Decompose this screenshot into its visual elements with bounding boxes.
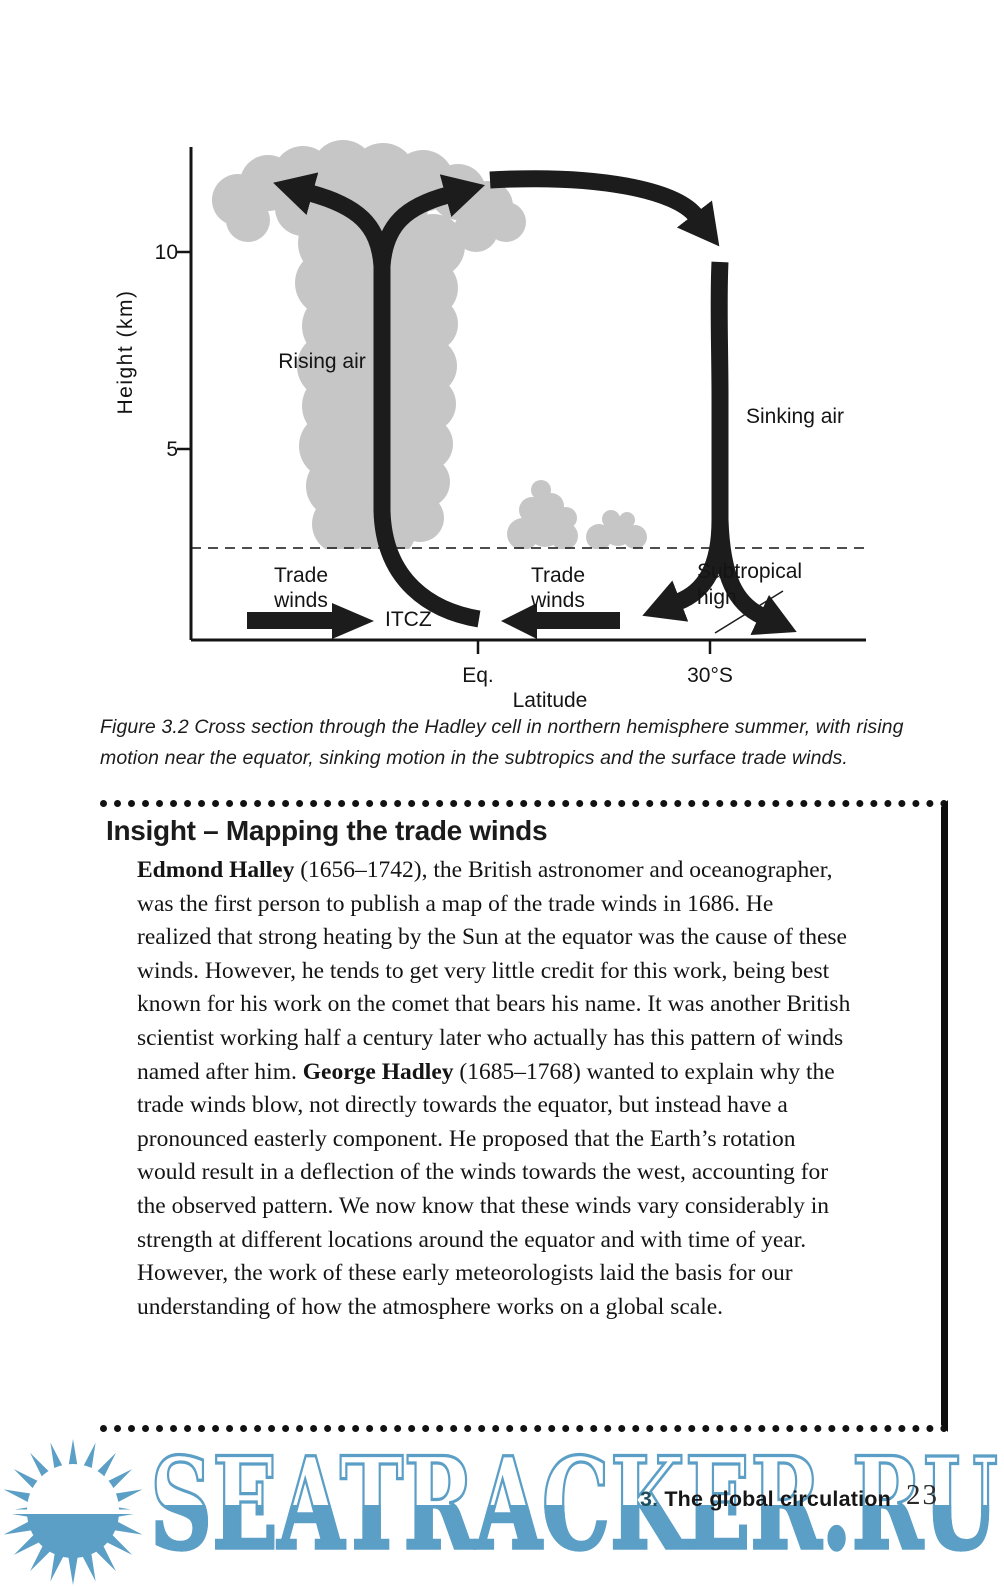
- subtropical-high-label-2: high: [697, 586, 737, 609]
- chapter-title: The global circulation: [664, 1487, 891, 1511]
- rising-air-label: Rising air: [278, 350, 366, 373]
- trade-winds-left-label-1: Trade: [274, 564, 328, 587]
- trade-winds-right-label-2: winds: [530, 589, 585, 612]
- figure-axes: [177, 147, 866, 654]
- xtick-equator: Eq.: [462, 664, 494, 687]
- poleward-upper-arrow: [489, 170, 720, 247]
- trade-winds-right-label-1: Trade: [531, 564, 585, 587]
- y-axis-label: Height (km): [114, 289, 137, 414]
- rising-air-arrow: [373, 250, 481, 628]
- trade-winds-left-label-2: winds: [273, 589, 328, 612]
- x-axis-label: Latitude: [513, 689, 588, 712]
- sinking-air-arrow: [710, 261, 729, 530]
- svg-text:SEATRACKER.RU: SEATRACKER.RU: [150, 1430, 998, 1578]
- page-footer: 3. The global circulation 23: [0, 1479, 1004, 1527]
- figure-caption: Figure 3.2 Cross section through the Had…: [100, 716, 904, 769]
- seatracker-watermark: SEATRACKER.RU SEATRACKER.RU: [0, 1428, 1000, 1585]
- sun-logo-icon: [0, 1439, 146, 1585]
- upper-right-outflow-arrow: [373, 174, 485, 267]
- running-footer: 3. The global circulation: [640, 1487, 891, 1512]
- itcz-label: ITCZ: [385, 608, 432, 631]
- ytick-5: 5: [166, 438, 178, 461]
- chapter-number: 3.: [640, 1487, 659, 1511]
- trade-winds-right-arrow: [501, 603, 620, 639]
- sinking-air-label: Sinking air: [746, 405, 844, 428]
- svg-text:SEATRACKER.RU: SEATRACKER.RU: [150, 1430, 998, 1578]
- page-number: 23: [906, 1479, 939, 1511]
- hadley-cell-figure: 10 5 Height (km) Eq. 30°S Latitude Risin…: [114, 140, 868, 712]
- insight-title: Insight – Mapping the trade winds: [106, 815, 548, 846]
- ytick-10: 10: [155, 241, 178, 264]
- insight-body-text: Edmond Halley (1656–1742), the British a…: [137, 857, 851, 1320]
- insight-box: Insight – Mapping the trade winds Edmond…: [100, 800, 948, 1432]
- watermark-text: SEATRACKER.RU SEATRACKER.RU: [148, 1428, 999, 1579]
- xtick-30s: 30°S: [687, 664, 733, 687]
- trade-winds-left-arrow: [247, 603, 374, 639]
- circulation-arrows: [247, 170, 797, 639]
- surface-poleward-right-arrow: [711, 519, 797, 635]
- subtropical-high-label-1: Subtropical: [697, 560, 802, 583]
